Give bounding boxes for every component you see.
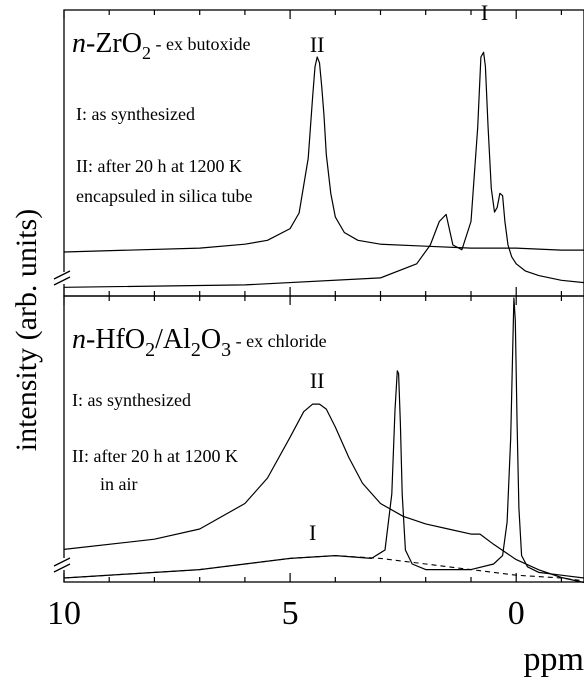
axis-break-mark-bottom [53, 557, 71, 573]
y-axis-label: intensity (arb. units) [10, 209, 43, 451]
panel-top-annotation-3: encapsuled in silica tube [76, 186, 252, 206]
panel-bottom-annotation-3: in air [100, 474, 138, 494]
x-tick-label: 10 [47, 595, 81, 632]
panel-top-series-i [63, 51, 584, 288]
panel-bottom-series-ii [63, 403, 584, 584]
panel-bottom-series-i [63, 297, 584, 579]
panel-bottom-peak-label-i: I [309, 520, 316, 545]
panel-top-series-ii [63, 56, 584, 253]
panel-bottom-compound: n-HfO2/Al2O3 - ex chloride [72, 324, 327, 361]
axis-break-mark-top [53, 270, 71, 286]
panel-top-peak-label-ii: II [310, 32, 325, 57]
panel-bottom-curves [63, 297, 584, 584]
panel-top-compound: n-ZrO2 - ex butoxide [72, 28, 250, 63]
panel-bottom-peak-label-ii: II [310, 368, 325, 393]
panel-bottom-annotation-1: I: as synthesized [72, 390, 191, 410]
panel-bottom-annotation-2: II: after 20 h at 1200 K [72, 446, 238, 466]
panel-top-annotation-1: I: as synthesized [76, 104, 195, 124]
panel-bottom-series-i-baseline [63, 555, 584, 582]
x-tick-label: 0 [508, 595, 525, 632]
panel-top-peak-label-i: I [481, 0, 488, 25]
panel-top-annotation-2: II: after 20 h at 1200 K [76, 156, 242, 176]
x-tick-label: 5 [282, 595, 299, 632]
x-axis-label: ppm [524, 641, 584, 678]
plot-frame-bottom [63, 295, 584, 583]
panel-top-curves [63, 51, 584, 288]
x-axis: 10 5 0 [47, 10, 563, 632]
